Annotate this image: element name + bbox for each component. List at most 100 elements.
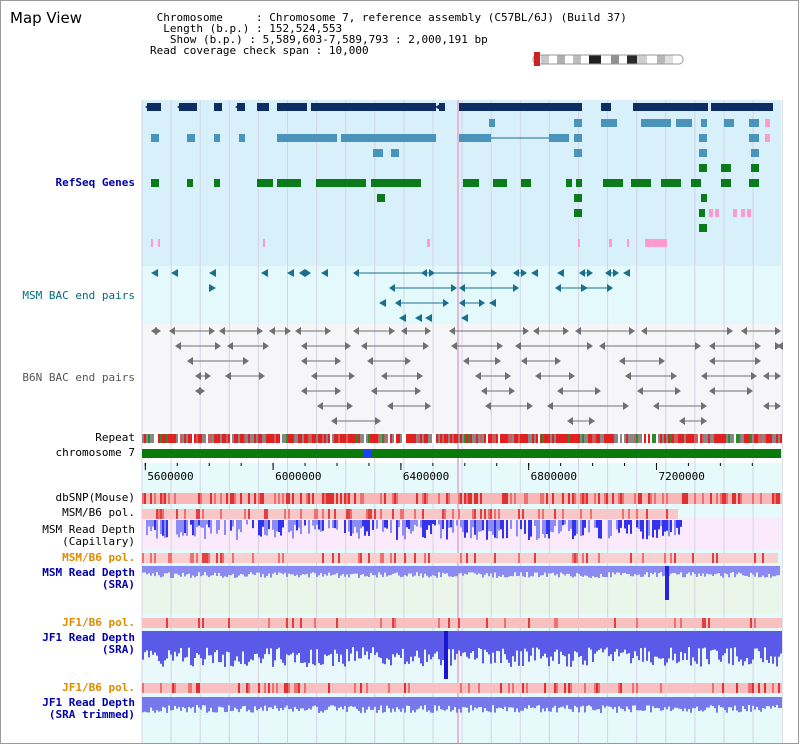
repeat-feature xyxy=(272,434,274,443)
repeat-feature xyxy=(670,434,672,443)
msm-pol2-density xyxy=(738,553,740,563)
jf1-trimmed-depth-bar xyxy=(540,697,542,713)
track-label-msm-bac[interactable]: MSM BAC end pairs xyxy=(22,289,135,302)
repeat-feature xyxy=(404,434,406,443)
track-label-chromosome[interactable]: chromosome 7 xyxy=(55,446,135,459)
msm-sra-depth-bar xyxy=(516,566,518,577)
msm-pol-density xyxy=(280,509,282,519)
msm-pol-density xyxy=(660,509,662,519)
jf1-pol2-density xyxy=(318,683,320,693)
msm-pol2-density xyxy=(770,553,772,563)
jf1-sra-depth-bar xyxy=(328,631,330,656)
ideogram-band xyxy=(637,55,647,64)
track-label-msm-read-depth-sra[interactable]: MSM Read Depth (SRA) xyxy=(11,567,135,591)
ideogram-band xyxy=(565,55,573,64)
msm-pol2-density xyxy=(224,553,226,563)
track-label-repeat[interactable]: Repeat xyxy=(95,431,135,444)
jf1-pol2-density xyxy=(602,683,604,693)
track-label-jf1-pol-1[interactable]: JF1/B6 pol. xyxy=(62,616,135,629)
ideogram-band xyxy=(573,55,581,64)
track-label-msm-read-depth-cap[interactable]: MSM Read Depth (Capillary) xyxy=(11,524,135,548)
jf1-pol-density xyxy=(142,618,144,628)
jf1-pol2-density xyxy=(266,683,268,693)
jf1-sra-depth-bar xyxy=(204,631,206,660)
msm-pol2-density xyxy=(664,553,666,563)
msm-sra-depth-bar xyxy=(160,566,162,578)
dbsnp-density xyxy=(656,493,658,504)
msm-pol-density xyxy=(170,509,172,519)
b6n-bac-pair-end xyxy=(637,387,643,395)
msm-cap-depth-bar xyxy=(680,520,682,527)
jf1-sra-depth-bar xyxy=(676,631,678,664)
track-label-jf1-read-depth-sra[interactable]: JF1 Read Depth (SRA) xyxy=(11,632,135,656)
msm-pol2-density xyxy=(768,553,770,563)
msm-sra-depth-bar xyxy=(544,566,546,573)
repeat-feature xyxy=(430,434,432,443)
jf1-trimmed-depth-bar xyxy=(338,697,340,708)
dbsnp-density xyxy=(660,493,662,504)
jf1-pol2-density xyxy=(162,683,164,693)
jf1-pol-density xyxy=(456,618,458,628)
msm-sra-depth-bar xyxy=(320,566,322,574)
msm-pol-density xyxy=(448,509,450,519)
msm-pol-density xyxy=(488,509,490,519)
dbsnp-density xyxy=(454,493,456,504)
msm-bac-end xyxy=(531,269,538,277)
jf1-pol-density xyxy=(350,618,352,628)
jf1-trimmed-depth-bar xyxy=(432,697,434,713)
dbsnp-density xyxy=(428,493,430,504)
jf1-trimmed-depth-bar xyxy=(162,697,164,707)
jf1-trimmed-depth-bar xyxy=(604,697,606,708)
jf1-pol-density xyxy=(626,618,628,628)
b6n-bac-pair-end xyxy=(775,402,781,410)
msm-sra-depth-bar xyxy=(748,566,750,577)
jf1-pol2-density xyxy=(316,683,318,693)
msm-sra-depth-bar xyxy=(694,566,696,575)
repeat-feature xyxy=(376,434,378,443)
track-label-msm-pol-1[interactable]: MSM/B6 pol. xyxy=(62,506,135,519)
track-label-jf1-pol-2[interactable]: JF1/B6 pol. xyxy=(62,681,135,694)
msm-sra-depth-bar xyxy=(388,566,390,576)
track-label-jf1-read-depth-trimmed[interactable]: JF1 Read Depth (SRA trimmed) xyxy=(11,697,135,721)
b6n-bac-pair-end xyxy=(629,327,635,335)
b6n-bac-pair-end xyxy=(619,357,625,365)
jf1-trimmed-depth-bar xyxy=(634,697,636,706)
msm-pol2-density xyxy=(216,553,218,563)
repeat-feature xyxy=(608,434,610,443)
track-label-b6n-bac[interactable]: B6N BAC end pairs xyxy=(22,371,135,384)
jf1-trimmed-depth-bar xyxy=(386,697,388,706)
msm-cap-depth-bar xyxy=(434,520,436,526)
refseq-gene xyxy=(721,179,731,187)
b6n-bac-pair-end xyxy=(169,327,175,335)
jf1-pol2-density xyxy=(386,683,388,693)
track-label-msm-pol-2[interactable]: MSM/B6 pol. xyxy=(62,551,135,564)
dbsnp-density xyxy=(670,493,672,504)
jf1-pol-density xyxy=(776,618,778,628)
msm-pol2-density xyxy=(258,553,260,563)
jf1-sra-depth-bar xyxy=(456,631,458,654)
repeat-feature xyxy=(490,434,492,443)
msm-pol-density xyxy=(168,509,170,519)
msm-pol2-density xyxy=(204,553,206,563)
jf1-trimmed-depth-bar xyxy=(556,697,558,713)
jf1-trimmed-depth-bar xyxy=(146,697,148,713)
jf1-pol-density xyxy=(364,618,366,628)
jf1-trimmed-depth-bar xyxy=(776,697,778,706)
jf1-trimmed-depth-bar xyxy=(654,697,656,709)
info-chromosome-row: Chromosome : Chromosome 7, reference ass… xyxy=(156,11,627,24)
jf1-pol2-density xyxy=(228,683,230,693)
b6n-bac-pair-end xyxy=(463,357,469,365)
msm-cap-depth-bar xyxy=(478,520,480,532)
msm-cap-line1: MSM Read Depth xyxy=(42,523,135,536)
track-label-refseq-genes[interactable]: RefSeq Genes xyxy=(55,176,135,189)
track-label-dbsnp[interactable]: dbSNP(Mouse) xyxy=(55,491,135,504)
msm-pol-density xyxy=(412,509,414,519)
b6n-bac-pair-end xyxy=(675,387,681,395)
repeat-feature xyxy=(268,434,270,443)
repeat-feature xyxy=(178,434,180,443)
jf1-trimmed-depth-bar xyxy=(678,697,680,709)
dbsnp-density xyxy=(316,493,318,504)
msm-pol-density xyxy=(460,509,462,519)
msm-pol-density xyxy=(294,509,296,519)
